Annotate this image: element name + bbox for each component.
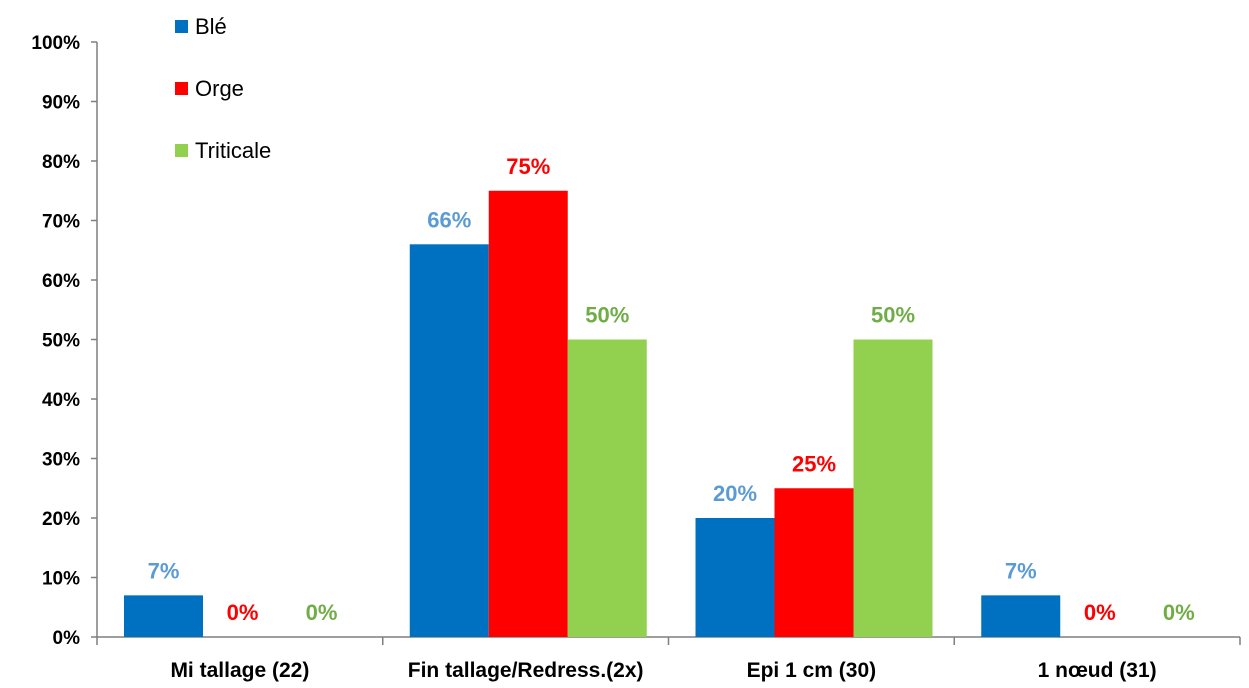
y-tick-label: 100% (31, 33, 80, 54)
legend: Blé Orge Triticale (175, 14, 271, 163)
x-axis: Mi tallage (22) Fin tallage/Redress.(2x) E… (96, 636, 1241, 682)
y-tick-label: 10% (42, 569, 80, 590)
y-tick-label: 80% (42, 152, 80, 173)
x-tick-label: Mi tallage (22) (170, 659, 309, 682)
y-tick-label: 60% (42, 271, 80, 292)
data-label: 50% (585, 303, 629, 328)
bar (488, 190, 568, 637)
bar (409, 244, 489, 638)
y-tick-label: 50% (42, 331, 80, 352)
legend-swatch (175, 20, 188, 33)
y-axis: 0% 10% 20% 30% 40% 50% 60% 70% 80% 90% 100% (31, 33, 98, 649)
data-label: 75% (506, 154, 550, 179)
y-tick-label: 90% (42, 93, 80, 114)
data-label: 7% (1005, 558, 1037, 583)
legend-label: Triticale (195, 138, 271, 163)
x-tick-label: 1 nœud (31) (1038, 659, 1157, 682)
bar (695, 518, 775, 637)
bar (124, 595, 203, 637)
bar (981, 595, 1061, 637)
legend-label: Orge (195, 76, 244, 101)
bar (774, 488, 854, 637)
y-tick-label: 40% (42, 390, 80, 411)
y-tick-label: 70% (42, 212, 80, 233)
data-label: 0% (1163, 600, 1195, 625)
y-tick-label: 20% (42, 509, 80, 530)
x-tick-label: Fin tallage/Redress.(2x) (408, 659, 644, 682)
data-label: 50% (871, 303, 915, 328)
data-label: 20% (713, 481, 757, 506)
legend-swatch (175, 82, 188, 95)
y-tick-label: 0% (53, 628, 81, 649)
bar (853, 339, 933, 637)
x-tick-label: Epi 1 cm (30) (747, 659, 877, 682)
data-label: 7% (148, 558, 180, 583)
bar (567, 339, 647, 637)
data-label: 0% (1084, 600, 1116, 625)
data-labels: 7% 0% 0% 66% 75% 50% 20% 25% 50% 7% 0% 0% (148, 154, 1195, 625)
data-label: 66% (427, 207, 471, 232)
data-label: 25% (792, 451, 836, 476)
data-label: 0% (306, 600, 338, 625)
legend-swatch (175, 144, 188, 157)
y-tick-label: 30% (42, 450, 80, 471)
data-label: 0% (227, 600, 259, 625)
legend-label: Blé (195, 14, 227, 39)
bars (124, 190, 1061, 638)
